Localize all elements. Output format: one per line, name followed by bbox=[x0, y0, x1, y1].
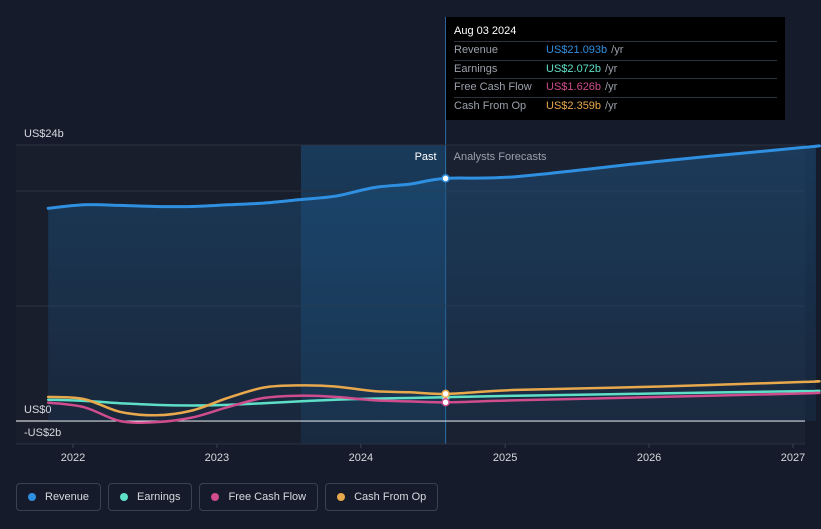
tooltip-row-free-cash-flow: Free Cash Flow US$1.626b /yr bbox=[454, 78, 777, 97]
axis-labels: US$24b US$0 -US$2b Past Analysts Forecasts 20… bbox=[24, 128, 805, 464]
series-lines bbox=[46, 144, 821, 424]
tooltip-value: US$2.359b bbox=[546, 99, 602, 112]
tooltip-value: US$2.072b bbox=[546, 62, 602, 75]
legend-item-revenue[interactable]: Revenue bbox=[16, 483, 102, 511]
legend-dot-icon bbox=[28, 493, 36, 501]
legend-dot-icon bbox=[337, 493, 346, 501]
tooltip-unit: /yr bbox=[605, 99, 618, 112]
legend-item-free-cash-flow[interactable]: Free Cash Flow bbox=[199, 483, 319, 511]
revenue-area bbox=[48, 145, 820, 421]
tooltip-unit: /yr bbox=[605, 62, 618, 75]
y-axis-label: US$24b bbox=[24, 128, 64, 140]
x-tick-label: 2024 bbox=[349, 452, 373, 464]
past-label: Past bbox=[415, 151, 437, 163]
legend-item-earnings[interactable]: Earnings bbox=[108, 483, 193, 511]
legend-dot-icon bbox=[211, 493, 220, 501]
tooltip-label: Earnings bbox=[454, 62, 498, 75]
hover-marker-cash-from-op bbox=[441, 389, 450, 399]
legend: Revenue Earnings Free Cash Flow Cash Fro… bbox=[16, 483, 439, 511]
legend-item-cash-from-op[interactable]: Cash From Op bbox=[325, 483, 439, 511]
tooltip-label: Free Cash Flow bbox=[454, 81, 532, 93]
x-tick-label: 2023 bbox=[205, 452, 229, 464]
y-axis-label: US$0 bbox=[24, 404, 52, 416]
tooltip-row-revenue: Revenue US$21.093b /yr bbox=[454, 41, 777, 60]
hover-marker-free-cash-flow bbox=[441, 398, 450, 407]
series-line-cash-from-op bbox=[46, 380, 821, 417]
tooltip-value: US$1.626b bbox=[546, 81, 602, 93]
series-line-revenue bbox=[46, 144, 821, 210]
legend-dot-icon bbox=[120, 493, 129, 501]
tooltip-row-cash-from-op: Cash From Op US$2.359b /yr bbox=[454, 96, 777, 116]
tooltip-value: US$21.093b bbox=[546, 44, 608, 56]
tooltip-label: Revenue bbox=[454, 44, 499, 56]
tooltip-unit: /yr bbox=[611, 44, 624, 56]
tooltip-date: Aug 03 2024 bbox=[454, 25, 517, 37]
legend-label: Cash From Op bbox=[354, 491, 427, 503]
legend-label: Revenue bbox=[45, 491, 90, 503]
legend-label: Free Cash Flow bbox=[228, 491, 307, 503]
tooltip-row-earnings: Earnings US$2.072b /yr bbox=[454, 59, 777, 79]
x-tick-label: 2022 bbox=[61, 452, 85, 464]
revenue-area-fill bbox=[48, 145, 820, 421]
hover-tooltip: Aug 03 2024 Revenue US$21.093b /yr Earni… bbox=[446, 17, 785, 120]
y-axis-label: -US$2b bbox=[24, 427, 61, 439]
tooltip-label: Cash From Op bbox=[454, 99, 527, 112]
forecast-label: Analysts Forecasts bbox=[454, 151, 547, 163]
series-line-earnings bbox=[46, 389, 821, 407]
hover-markers bbox=[441, 174, 450, 407]
x-tick-label: 2027 bbox=[781, 452, 805, 464]
x-tick-label: 2025 bbox=[493, 452, 517, 464]
legend-label: Earnings bbox=[137, 491, 181, 503]
x-tick-label: 2026 bbox=[637, 452, 661, 464]
tooltip-unit: /yr bbox=[605, 81, 618, 93]
series-line-free-cash-flow bbox=[46, 391, 821, 424]
hover-marker-revenue bbox=[441, 174, 450, 183]
